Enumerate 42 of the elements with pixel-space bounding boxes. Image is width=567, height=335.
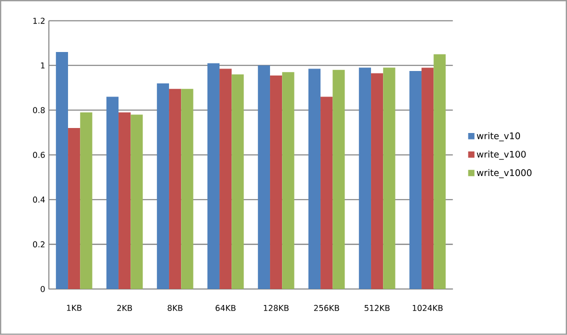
x-tick-label: 512KB bbox=[364, 304, 390, 312]
x-tick-label: 8KB bbox=[168, 304, 182, 312]
legend-label: write_v10 bbox=[476, 132, 520, 142]
bar bbox=[220, 68, 232, 290]
bar bbox=[320, 96, 333, 290]
y-tick-label: 1.2 bbox=[33, 18, 44, 24]
x-tick-label: 128KB bbox=[264, 304, 289, 312]
bar bbox=[308, 68, 321, 290]
bar bbox=[169, 88, 182, 290]
bar bbox=[409, 71, 422, 290]
x-tick-label: 256KB bbox=[314, 304, 340, 312]
bar bbox=[80, 112, 92, 290]
x-tick-label: 1024KB bbox=[412, 304, 443, 312]
bar bbox=[371, 73, 384, 290]
bar bbox=[156, 83, 170, 290]
bar bbox=[118, 112, 131, 290]
x-tick-label: 64KB bbox=[216, 304, 236, 312]
bar bbox=[68, 128, 80, 290]
bar bbox=[181, 88, 194, 290]
bar bbox=[106, 96, 119, 290]
bar bbox=[258, 65, 270, 290]
bar bbox=[270, 76, 282, 290]
x-tick-label: 2KB bbox=[117, 304, 132, 311]
bar bbox=[434, 54, 446, 290]
bar bbox=[282, 72, 294, 290]
y-tick-label: 1 bbox=[41, 62, 45, 68]
y-tick-label: 0 bbox=[40, 286, 45, 292]
y-tick-label: 0.8 bbox=[33, 107, 45, 114]
bar bbox=[130, 114, 143, 290]
x-tick-label: 1KB bbox=[67, 304, 82, 311]
bar bbox=[232, 74, 244, 290]
bar bbox=[358, 68, 372, 290]
bar bbox=[56, 52, 68, 290]
legend-label: write_v1000 bbox=[476, 169, 532, 178]
y-tick-label: 0.2 bbox=[33, 241, 44, 248]
bar bbox=[422, 68, 434, 290]
bar bbox=[207, 63, 220, 290]
legend-label: write_v100 bbox=[476, 150, 526, 160]
y-tick-label: 0.4 bbox=[33, 196, 45, 203]
bar bbox=[332, 70, 345, 290]
y-tick-label: 0.6 bbox=[33, 152, 45, 158]
bar bbox=[383, 68, 396, 290]
